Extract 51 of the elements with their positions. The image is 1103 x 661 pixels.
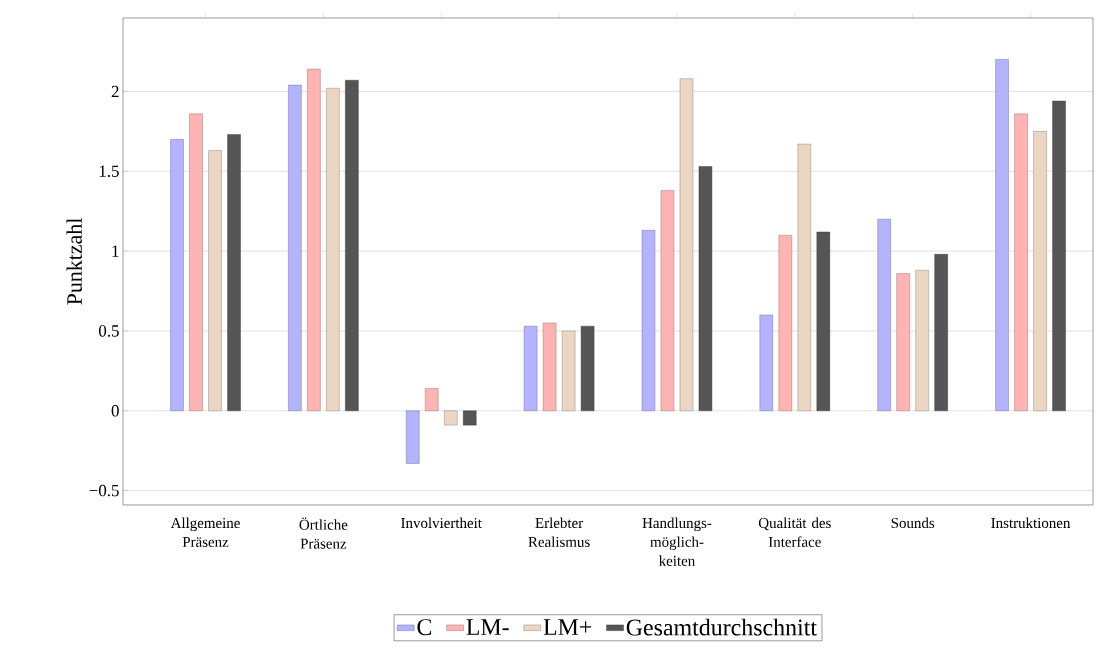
bar bbox=[679, 78, 694, 411]
bar bbox=[307, 68, 321, 411]
bar bbox=[1014, 113, 1028, 411]
bar bbox=[797, 143, 812, 411]
y-tick-label: 2 bbox=[111, 85, 119, 98]
legend-label: LM- bbox=[466, 619, 509, 635]
x-tick-label: Involviertheit bbox=[401, 517, 482, 529]
x-tick-label: Sounds bbox=[891, 517, 935, 529]
bar bbox=[345, 80, 359, 411]
x-tick-label: Allgemeine Präsenz bbox=[170, 517, 240, 547]
bar bbox=[523, 325, 538, 411]
bar bbox=[580, 325, 595, 411]
y-tick-label: 0 bbox=[111, 405, 119, 417]
legend-label: LM+ bbox=[543, 619, 592, 635]
y-axis-title: Punktzahl bbox=[66, 218, 82, 305]
bar bbox=[816, 231, 831, 411]
bar bbox=[444, 410, 458, 426]
bar bbox=[189, 113, 203, 411]
bar bbox=[934, 254, 948, 411]
bar bbox=[1052, 100, 1066, 411]
x-tick-label: Instruktionen bbox=[991, 517, 1071, 529]
bar bbox=[1033, 131, 1047, 411]
y-tick-label: 1.5 bbox=[99, 165, 119, 177]
bar bbox=[326, 88, 340, 411]
bar bbox=[778, 234, 793, 411]
bar bbox=[542, 322, 557, 411]
y-tick-label: 1 bbox=[112, 245, 119, 257]
bar bbox=[698, 166, 713, 411]
legend-label: C bbox=[417, 619, 432, 636]
x-tick-label: Qualität des Interface bbox=[758, 517, 831, 547]
bar bbox=[896, 273, 910, 411]
bar bbox=[641, 230, 656, 411]
legend-label: Gesamtdurchschnitt bbox=[626, 618, 817, 636]
x-tick-label: Örtliche Präsenz bbox=[299, 517, 348, 549]
bar bbox=[406, 410, 420, 464]
bar bbox=[288, 84, 302, 411]
y-tick-label: −0.5 bbox=[89, 484, 119, 497]
bar bbox=[170, 139, 184, 411]
bar bbox=[227, 134, 241, 411]
y-tick-label: 0.5 bbox=[98, 325, 119, 337]
bar bbox=[208, 150, 222, 411]
bar bbox=[915, 270, 929, 411]
x-tick-label: Erlebter Realismus bbox=[528, 517, 590, 547]
bar bbox=[561, 330, 576, 411]
x-tick-label: Handlungs-möglich-keiten bbox=[642, 517, 712, 566]
bar bbox=[877, 218, 891, 411]
bar bbox=[995, 59, 1009, 411]
bar bbox=[425, 388, 439, 411]
bar bbox=[463, 410, 477, 426]
bar bbox=[759, 314, 774, 411]
bar bbox=[660, 190, 675, 411]
